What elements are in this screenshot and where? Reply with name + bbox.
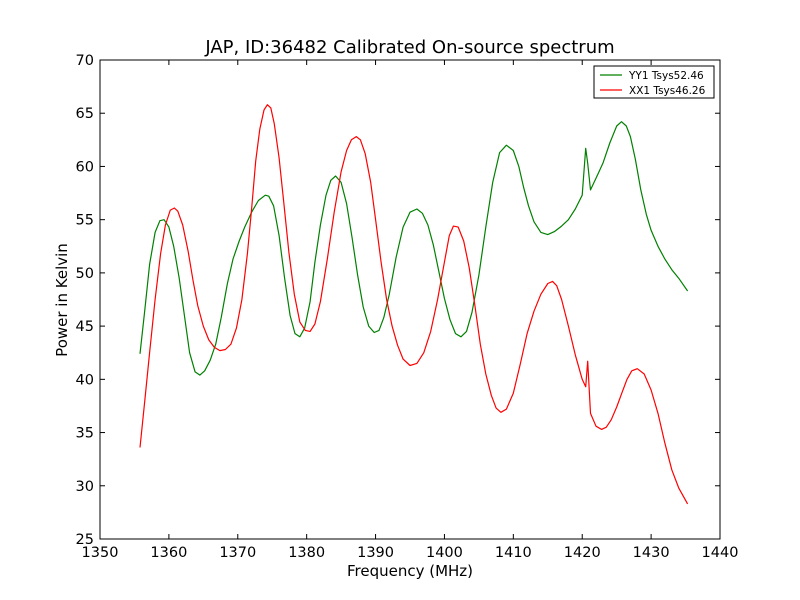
x-tick-label-0: 1350 [82, 545, 119, 561]
x-tick-label-5: 1400 [426, 545, 463, 561]
x-tick-label-6: 1410 [495, 545, 532, 561]
legend-label-0: YY1 Tsys52.46 [628, 70, 704, 82]
x-tick-label-8: 1430 [633, 545, 670, 561]
x-axis-label: Frequency (MHz) [347, 562, 473, 580]
y-axis-ticks: 25 30 35 40 45 50 55 60 65 70 [76, 53, 720, 548]
legend-box [593, 65, 715, 99]
chart-title: JAP, ID:36482 Calibrated On-source spect… [204, 37, 614, 58]
series-line-0 [139, 121, 689, 376]
y-tick-label-6: 55 [76, 213, 94, 229]
x-tick-label-3: 1380 [288, 545, 325, 561]
x-tick-label-7: 1420 [564, 545, 601, 561]
y-tick-label-9: 70 [76, 53, 94, 69]
y-tick-label-2: 35 [76, 426, 94, 442]
y-tick-label-7: 60 [76, 159, 94, 175]
x-tick-label-1: 1360 [150, 545, 187, 561]
x-tick-label-9: 1440 [702, 545, 739, 561]
y-tick-label-0: 25 [76, 532, 94, 548]
y-axis-label: Power in Kelvin [53, 243, 71, 357]
x-tick-label-2: 1370 [219, 545, 256, 561]
y-tick-label-5: 50 [76, 266, 94, 282]
series-line-1 [139, 104, 689, 505]
y-tick-label-1: 30 [76, 479, 94, 495]
legend: YY1 Tsys52.46 XX1 Tsys46.26 [593, 65, 715, 99]
y-tick-label-4: 45 [76, 319, 94, 335]
x-axis-ticks: 1350 1360 1370 1380 1390 1400 1410 1420 1430 1440 [82, 60, 739, 561]
y-tick-label-8: 65 [76, 106, 94, 122]
plot-frame [99, 59, 721, 540]
y-tick-label-3: 40 [76, 372, 94, 388]
legend-label-1: XX1 Tsys46.26 [629, 85, 706, 97]
x-tick-label-4: 1390 [357, 545, 394, 561]
series-group [139, 104, 689, 505]
